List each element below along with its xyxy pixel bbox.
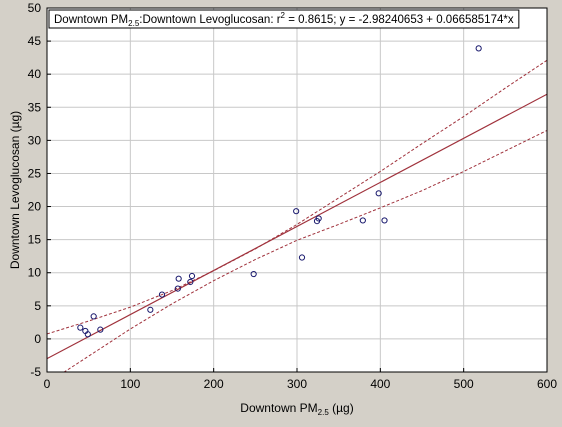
data-point — [175, 275, 182, 282]
y-tick-labels: -5 0 5 10 15 20 25 30 35 40 45 50 — [28, 1, 51, 379]
data-points — [77, 45, 482, 338]
x-axis-title: Downtown PM2.5 (µg) — [240, 401, 353, 417]
x-tick-label: 400 — [370, 377, 390, 391]
x-axis-title-subscript: 2.5 — [318, 408, 330, 417]
regression-line-group — [47, 93, 547, 360]
x-tick-label: 200 — [204, 377, 224, 391]
y-tick-label: 25 — [28, 166, 42, 180]
grid-lines — [47, 8, 547, 372]
data-point — [375, 190, 382, 197]
y-tick-label: 10 — [28, 266, 42, 280]
title-banner — [48, 9, 520, 29]
data-point — [188, 272, 196, 280]
x-tick-label: 300 — [287, 377, 307, 391]
y-tick-label: -5 — [30, 365, 41, 379]
data-point — [475, 45, 482, 52]
data-point — [158, 291, 166, 298]
y-tick-label: 0 — [34, 332, 41, 346]
y-axis-title: Downtown Levoglucosan (µg) — [8, 111, 22, 269]
regression-line — [47, 93, 547, 360]
title-middle: :Downtown Levoglucosan: r — [139, 14, 280, 26]
title-superscript: 2 — [281, 11, 286, 20]
title-prefix-subscript: 2.5 — [128, 19, 140, 28]
data-point — [97, 326, 104, 333]
x-axis-title-main: Downtown PM — [240, 401, 317, 415]
data-point — [381, 217, 388, 224]
y-tick-label: 40 — [28, 67, 42, 81]
y-tick-label: 20 — [28, 200, 42, 214]
x-tick-label: 500 — [454, 377, 474, 391]
y-tick-label: 45 — [28, 34, 42, 48]
y-tick-label: 30 — [28, 133, 42, 147]
data-point — [293, 208, 300, 215]
y-tick-label: 5 — [34, 299, 41, 313]
x-axis-title-unit: (µg) — [329, 401, 354, 415]
data-point — [77, 324, 84, 331]
title-suffix: = 0.8615; y = -2.98240653 + 0.066585174*… — [285, 14, 514, 26]
chart-title: Downtown PM2.5:Downtown Levoglucosan: r2… — [54, 11, 514, 28]
x-tick-label: 600 — [537, 377, 557, 391]
x-tick-labels: 0 100 200 300 400 500 600 — [44, 368, 557, 391]
data-point — [174, 285, 181, 292]
confidence-band — [47, 59, 547, 372]
confidence-band-upper — [47, 59, 547, 335]
data-point — [298, 254, 306, 261]
data-point — [84, 331, 91, 338]
data-point — [359, 217, 366, 224]
y-tick-label: 50 — [28, 1, 42, 15]
data-point — [315, 215, 322, 222]
data-point — [90, 313, 97, 320]
x-tick-label: 100 — [120, 377, 140, 391]
x-tick-label: 0 — [44, 377, 51, 391]
y-tick-label: 35 — [28, 100, 42, 114]
data-point — [250, 270, 257, 278]
data-point — [187, 278, 194, 286]
y-tick-label: 15 — [28, 233, 42, 247]
data-point — [147, 306, 154, 313]
title-prefix: Downtown PM — [54, 14, 128, 26]
